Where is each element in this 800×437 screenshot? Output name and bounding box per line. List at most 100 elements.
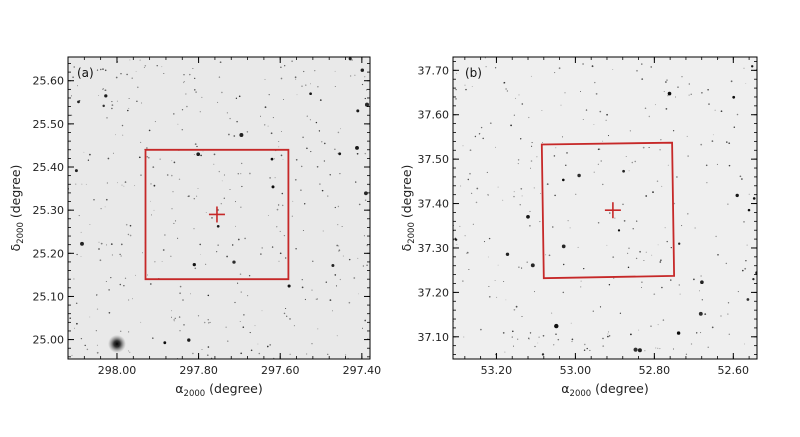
y-tick-label: 25.40 [33,161,65,174]
field-star [470,192,473,194]
field-star [675,96,676,98]
field-star [120,243,123,246]
field-star [641,287,642,288]
field-star [531,145,533,147]
field-star [521,103,524,105]
field-star [76,253,78,256]
field-star [704,313,707,315]
field-star [528,337,530,339]
field-star [281,192,284,195]
field-star [327,195,329,197]
field-star [137,86,139,89]
field-star [363,235,365,237]
field-star [284,65,286,67]
field-star [266,345,269,348]
field-star [85,183,87,185]
field-star [171,160,173,162]
field-star [106,182,108,184]
field-star [657,244,659,246]
field-star [311,343,313,345]
field-star [483,241,486,243]
field-star [177,237,179,239]
field-star [459,225,461,227]
field-star [116,100,118,102]
field-star [279,252,282,255]
field-star [125,223,128,226]
field-star [325,281,328,283]
field-star [237,282,239,284]
field-star [520,187,523,190]
field-star [712,134,714,136]
field-star [74,169,78,173]
field-star [221,180,223,182]
field-star [558,67,561,70]
field-star [100,207,102,210]
field-star [468,269,470,270]
field-star [258,352,261,355]
field-star [742,269,744,272]
field-star [545,254,547,256]
field-star [235,97,238,99]
panel-a: 298.00 297.80 297.60 297.40 25.00 25.10 25.20 2… [8,56,381,399]
field-star [318,130,321,132]
field-star [166,174,169,176]
field-star [117,182,118,184]
field-star [159,158,161,160]
field-star [701,299,703,301]
field-star [124,277,127,279]
field-star [87,159,90,161]
field-star [110,243,113,245]
field-star [652,191,654,194]
field-star [199,243,201,246]
field-star [221,91,223,94]
y-tick-label: 37.20 [418,286,450,299]
field-star [339,278,341,281]
field-star [128,98,130,99]
field-star [555,333,557,336]
field-star [583,267,585,270]
field-star [518,266,520,268]
field-star [539,221,541,223]
field-star [163,72,165,75]
field-star [334,148,336,150]
field-star [329,299,332,301]
field-star [520,138,522,140]
field-star [80,256,82,257]
panel-b-cluster-center-cross [604,202,621,219]
field-star [484,57,486,59]
field-star [117,61,119,63]
field-star [465,88,467,91]
field-star [153,209,155,211]
field-star [748,193,750,195]
field-star [295,248,297,250]
field-star [688,94,690,96]
field-star [193,154,195,155]
field-star [120,255,122,257]
field-star [627,266,630,269]
field-star [517,159,520,161]
field-star [560,104,562,106]
field-star [653,293,656,296]
field-star [488,295,491,298]
field-star [69,317,71,319]
field-star [315,298,317,300]
field-star [479,133,481,134]
field-star [708,103,710,105]
field-star [161,261,163,262]
field-star [80,241,84,246]
field-star [505,299,507,301]
field-star [475,201,478,204]
field-star [246,131,249,133]
field-star [98,248,100,250]
field-star [95,330,97,332]
field-star [129,234,132,237]
field-star [732,95,736,99]
x-tick-label: 52.60 [718,364,750,377]
field-star [521,267,523,269]
field-star [311,289,313,291]
field-star [521,195,523,197]
field-star [728,164,731,167]
field-star [562,178,565,182]
field-star [565,164,567,166]
field-star [223,197,225,199]
